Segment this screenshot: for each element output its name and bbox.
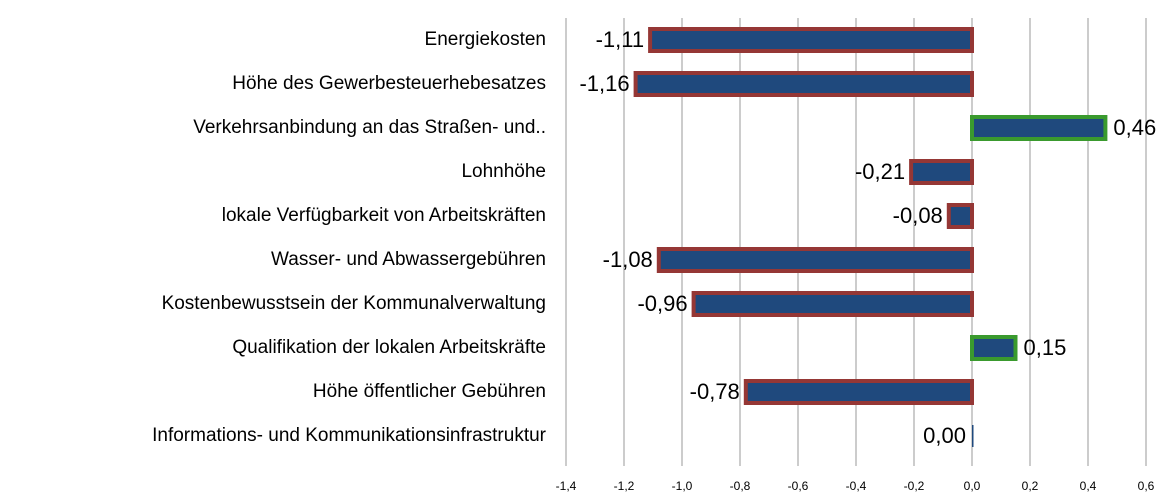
- x-tick-label: -0,4: [846, 479, 867, 493]
- x-tick-label: -1,0: [672, 479, 693, 493]
- category-label: lokale Verfügbarkeit von Arbeitskräften: [222, 205, 546, 226]
- value-label: 0,00: [923, 423, 966, 448]
- category-label: Lohnhöhe: [461, 161, 546, 182]
- bar: [656, 247, 974, 273]
- value-label: -0,78: [690, 379, 740, 404]
- x-tick-label: 0,6: [1138, 479, 1155, 493]
- value-label: -1,16: [579, 71, 629, 96]
- bar: [743, 379, 974, 405]
- category-label: Wasser- und Abwassergebühren: [271, 249, 546, 270]
- value-label: 0,46: [1113, 115, 1156, 140]
- x-tick-label: -0,2: [904, 479, 925, 493]
- bar: [972, 425, 974, 447]
- bar: [691, 291, 974, 317]
- value-label: -0,96: [637, 291, 687, 316]
- value-label: -0,08: [893, 203, 943, 228]
- bar: [909, 159, 974, 185]
- x-tick-label: -0,6: [788, 479, 809, 493]
- category-label: Höhe des Gewerbesteuerhebesatzes: [232, 73, 546, 94]
- bar: [946, 203, 974, 229]
- category-label: Informations- und Kommunikationsinfrastr…: [152, 425, 547, 446]
- x-tick-label: 0,2: [1022, 479, 1039, 493]
- value-label: -1,08: [603, 247, 653, 272]
- value-label: -1,11: [596, 27, 645, 52]
- bar: [633, 71, 974, 97]
- bar: [970, 115, 1108, 141]
- value-label: 0,15: [1024, 335, 1067, 360]
- bar: [648, 27, 974, 53]
- category-label: Kostenbewusstsein der Kommunalverwaltung: [162, 293, 546, 314]
- category-label: Verkehrsanbindung an das Straßen- und..: [193, 117, 546, 138]
- value-label: -0,21: [855, 159, 905, 184]
- x-tick-label: 0,4: [1080, 479, 1097, 493]
- x-tick-label: -1,2: [614, 479, 635, 493]
- bar: [970, 335, 1018, 361]
- category-label: Qualifikation der lokalen Arbeitskräfte: [232, 337, 546, 358]
- category-label: Höhe öffentlicher Gebühren: [313, 381, 546, 402]
- x-tick-label: 0,0: [964, 479, 981, 493]
- x-tick-label: -1,4: [556, 479, 577, 493]
- category-label: Energiekosten: [425, 29, 546, 50]
- x-tick-label: -0,8: [730, 479, 751, 493]
